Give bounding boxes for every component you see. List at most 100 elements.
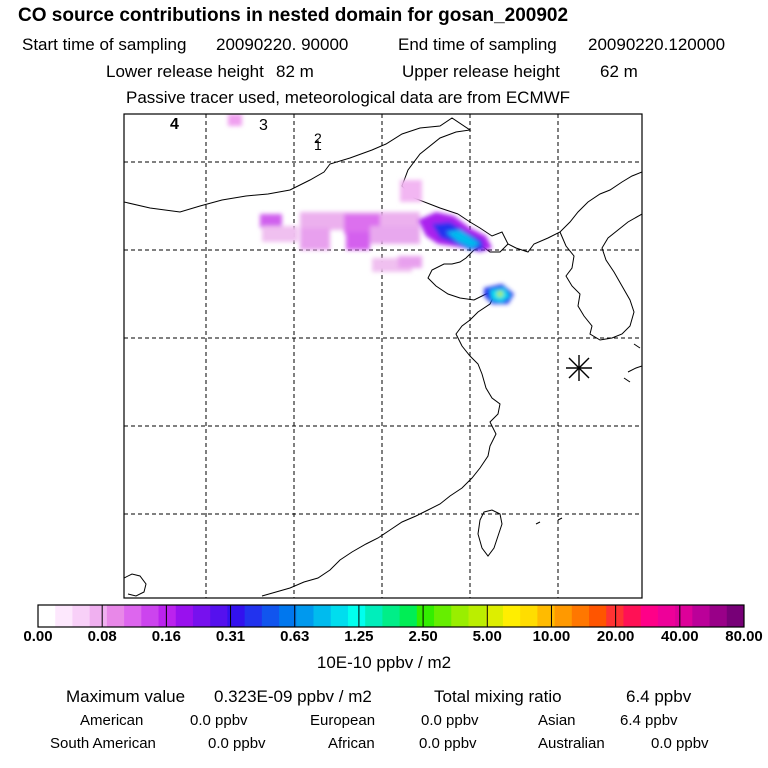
colorbar-swatch xyxy=(675,605,693,627)
colorbar-swatch xyxy=(313,605,332,627)
colorbar-swatch xyxy=(210,605,228,627)
colorbar-swatch xyxy=(106,605,125,627)
colorbar-swatch xyxy=(261,605,280,627)
colorbar-swatch xyxy=(468,605,487,627)
colorbar-tick-label: 5.00 xyxy=(472,628,502,645)
colorbar-swatch xyxy=(485,605,504,627)
region-american-value: 0.0 ppbv xyxy=(190,712,248,729)
colorbar-unit: 10E-10 ppbv / m2 xyxy=(316,653,452,672)
start-time-value: 20090220. 90000 xyxy=(216,35,349,54)
receptor-marker-icon xyxy=(566,355,592,381)
colorbar-tick-label: 80.00 xyxy=(725,628,763,645)
colorbar-swatch xyxy=(416,605,435,627)
colorbar-tick-label: 40.00 xyxy=(661,628,699,645)
colorbar-swatch xyxy=(554,605,573,627)
region-african-name: African xyxy=(328,735,375,752)
plume-patch-north xyxy=(400,180,422,202)
colorbar-swatch xyxy=(141,605,160,627)
colorbar-swatch xyxy=(399,605,418,627)
colorbar-swatch xyxy=(571,605,590,627)
total-mixing-label: Total mixing ratio xyxy=(434,687,562,706)
colorbar-swatch xyxy=(55,605,73,627)
plume-patch-d xyxy=(370,226,420,244)
colorbar-swatch xyxy=(296,605,315,627)
region-african-value: 0.0 ppbv xyxy=(419,735,477,752)
region-southamerican-name: South American xyxy=(50,735,156,752)
lower-height-label: Lower release height xyxy=(106,62,264,81)
start-time-label: Start time of sampling xyxy=(22,35,187,54)
colorbar-swatch xyxy=(330,605,349,627)
colorbar-swatch xyxy=(244,605,263,627)
marker-3: 3 xyxy=(259,117,268,134)
max-value: 0.323E-09 ppbv / m2 xyxy=(214,687,372,706)
colorbar-swatch xyxy=(279,605,297,627)
colorbar-swatch xyxy=(692,605,711,627)
colorbar-tick-label: 10.00 xyxy=(532,628,571,645)
map-background xyxy=(124,114,642,598)
colorbar-swatch xyxy=(382,605,401,627)
marker-1: 1 xyxy=(314,137,322,153)
region-australian-name: Australian xyxy=(538,735,605,752)
colorbar-swatch xyxy=(365,605,383,627)
colorbar-swatch xyxy=(502,605,521,627)
region-asian-value: 6.4 ppbv xyxy=(620,712,678,729)
colorbar-swatch xyxy=(657,605,676,627)
lat-lon-grid xyxy=(124,114,642,598)
colorbar-tick-label: 0.08 xyxy=(87,628,117,645)
colorbar-swatch xyxy=(124,605,142,627)
colorbar-tick-label: 0.63 xyxy=(280,628,310,645)
plume-patch-south2 xyxy=(398,256,422,268)
co-plume xyxy=(228,114,514,304)
colorbar-swatch xyxy=(192,605,211,627)
tracer-note: Passive tracer used, meteorological data… xyxy=(126,88,571,107)
max-value-label: Maximum value xyxy=(66,687,186,706)
colorbar-swatch xyxy=(537,605,556,627)
map-title: CO source contributions in nested domain… xyxy=(18,5,569,26)
plume-patch-c xyxy=(346,232,370,250)
colorbar-tick-label: 0.31 xyxy=(215,628,246,645)
colorbar-tick-label: 0.16 xyxy=(151,628,181,645)
colorbar-swatch xyxy=(623,605,642,627)
region-australian-value: 0.0 ppbv xyxy=(651,735,709,752)
colorbar-swatch xyxy=(89,605,108,627)
region-european-value: 0.0 ppbv xyxy=(421,712,479,729)
colorbar-swatch xyxy=(726,605,745,627)
plume-patch-west-faint xyxy=(262,226,298,242)
end-time-label: End time of sampling xyxy=(398,35,557,54)
coastlines xyxy=(124,117,642,597)
colorbar-swatch xyxy=(175,605,194,627)
colorbar-swatch xyxy=(72,605,91,627)
total-mixing-value: 6.4 ppbv xyxy=(626,687,692,706)
colorbar-swatch xyxy=(520,605,538,627)
end-time-value: 20090220.120000 xyxy=(588,35,726,54)
colorbar-swatch xyxy=(709,605,728,627)
colorbar-tick-label: 1.25 xyxy=(344,628,374,645)
colorbar-tick-label: 0.00 xyxy=(23,628,53,645)
colorbar-tick-label: 20.00 xyxy=(596,628,635,645)
plume-patch-west xyxy=(260,214,282,228)
region-asian-name: Asian xyxy=(538,712,576,729)
plume-shandong-peak xyxy=(497,291,503,297)
region-european-name: European xyxy=(310,712,376,729)
colorbar-swatch xyxy=(347,605,366,627)
colorbar-swatch xyxy=(158,605,177,627)
colorbar xyxy=(37,604,745,628)
colorbar-swatch xyxy=(227,605,246,627)
region-southamerican-value: 0.0 ppbv xyxy=(208,735,266,752)
upper-height-value: 62 m xyxy=(600,62,638,81)
plume-patch-top xyxy=(228,114,242,126)
marker-4: 4 xyxy=(170,116,179,133)
marker-2: 2 xyxy=(314,130,322,146)
colorbar-swatch xyxy=(606,605,624,627)
colorbar-swatch xyxy=(589,605,607,627)
region-american-name: American xyxy=(80,712,144,729)
colorbar-swatch xyxy=(640,605,659,627)
colorbar-swatch xyxy=(434,605,452,627)
map-frame xyxy=(123,113,643,599)
colorbar-tick-label: 2.50 xyxy=(408,628,438,645)
colorbar-swatch xyxy=(38,605,56,627)
colorbar-swatch xyxy=(451,605,469,627)
upper-height-label: Upper release height xyxy=(402,62,560,81)
plume-patch-a xyxy=(300,228,330,250)
